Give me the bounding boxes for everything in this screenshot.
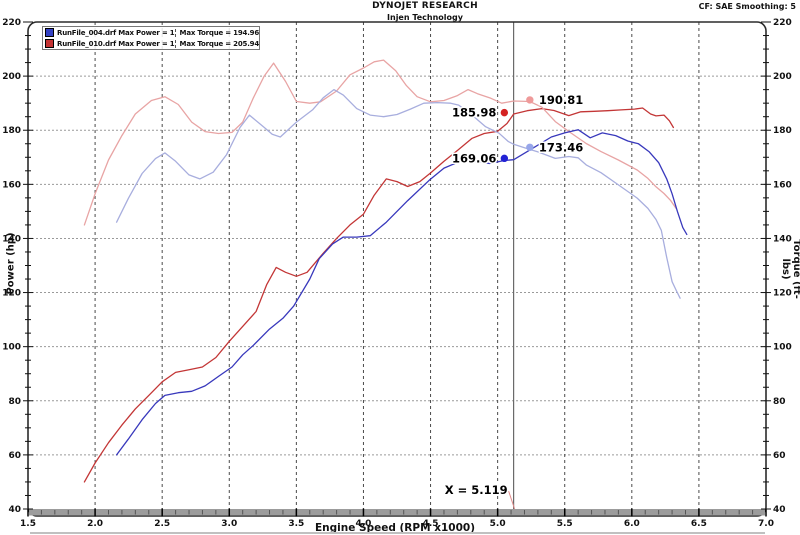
legend-max-torque: Max Torque = 194.96 <box>174 28 259 37</box>
correction-smoothing-label: CF: SAE Smoothing: 5 <box>698 2 796 11</box>
x-tick-label-5.0: 5.0 <box>490 519 506 529</box>
y-left-tick-label-220: 220 <box>2 18 21 28</box>
cursor-value-label-185.98: 185.98 <box>452 106 496 120</box>
legend-max-power: Max Power = 180.16 <box>118 28 175 37</box>
y-left-tick-label-80: 80 <box>8 397 21 407</box>
cursor-marker-dot-190.81 <box>526 96 534 104</box>
x-axis-title: Engine Speed (RPM x1000) <box>315 522 475 534</box>
y-right-tick-label-200: 200 <box>773 72 792 82</box>
y-right-tick-label-100: 100 <box>773 343 792 353</box>
y-right-tick-label-220: 220 <box>773 18 792 28</box>
cursor-marker-dot-185.98 <box>500 108 509 117</box>
x-tick-label-2.0: 2.0 <box>87 519 103 529</box>
legend-run-name: RunFile_004.drf <box>57 28 116 37</box>
y-right-tick-label-60: 60 <box>773 451 786 461</box>
y-axis-title-torque: Torque (ft-lbs) <box>780 239 800 299</box>
y-left-tick-label-120: 120 <box>2 289 21 299</box>
legend-swatch-blue-icon <box>45 28 54 37</box>
page-title: DYNOJET RESEARCH <box>372 1 478 11</box>
page-subtitle: Injen Technology <box>387 13 463 22</box>
series-path-runfile-010-drf-power-hp <box>83 107 675 483</box>
y-right-tick-label-80: 80 <box>773 397 786 407</box>
y-left-tick-label-100: 100 <box>2 343 21 353</box>
x-tick-label-3.0: 3.0 <box>221 519 237 529</box>
x-tick-label-4.0: 4.0 <box>355 519 371 529</box>
series-path-runfile-004-drf-torque-ft-lbs <box>115 88 681 299</box>
y-left-tick-label-60: 60 <box>8 451 21 461</box>
y-right-tick-label-40: 40 <box>773 505 786 515</box>
x-axis-band <box>29 509 765 516</box>
x-tick-label-7.0: 7.0 <box>758 519 774 529</box>
y-left-tick-label-40: 40 <box>8 505 21 515</box>
cursor-marker-dot-169.06 <box>500 154 509 163</box>
y-left-tick-label-140: 140 <box>2 234 21 244</box>
y-left-tick-label-160: 160 <box>2 180 21 190</box>
cursor-value-label-173.46: 173.46 <box>539 140 583 154</box>
cursor-value-label-190.81: 190.81 <box>539 93 583 107</box>
y-right-tick-label-140: 140 <box>773 234 792 244</box>
x-tick-label-3.5: 3.5 <box>288 519 304 529</box>
y-axis-title-power: Power (hp) <box>5 232 17 295</box>
cursor-x-label: X = 5.119 <box>445 483 508 497</box>
series-path-runfile-010-drf-torque-ft-lbs <box>83 59 677 226</box>
legend-row-runfile-010[interactable]: RunFile_010.drf Max Power = 187.88 Max T… <box>43 38 259 49</box>
x-tick-label-6.0: 6.0 <box>624 519 640 529</box>
legend-max-torque: Max Torque = 205.94 <box>174 39 259 48</box>
series-path-runfile-004-drf-power-hp <box>115 129 688 456</box>
cursor-value-label-169.06: 169.06 <box>452 151 496 165</box>
plot-border <box>27 21 767 517</box>
cursor-marker-dot-173.46 <box>526 143 534 151</box>
x-tick-label-5.5: 5.5 <box>557 519 573 529</box>
x-tick-label-4.5: 4.5 <box>423 519 439 529</box>
x-tick-label-2.5: 2.5 <box>154 519 170 529</box>
legend-swatch-red-icon <box>45 39 54 48</box>
legend-row-runfile-004[interactable]: RunFile_004.drf Max Power = 180.16 Max T… <box>43 27 259 38</box>
window-footer-strip <box>30 532 765 534</box>
y-right-tick-label-160: 160 <box>773 180 792 190</box>
legend-max-power: Max Power = 187.88 <box>118 39 175 48</box>
x-tick-label-1.5: 1.5 <box>20 519 36 529</box>
legend-box: RunFile_004.drf Max Power = 180.16 Max T… <box>42 26 260 50</box>
y-left-tick-label-200: 200 <box>2 72 21 82</box>
y-left-tick-label-180: 180 <box>2 126 21 136</box>
legend-run-name: RunFile_010.drf <box>57 39 116 48</box>
y-right-tick-label-120: 120 <box>773 289 792 299</box>
x-tick-label-6.5: 6.5 <box>691 519 707 529</box>
y-right-tick-label-180: 180 <box>773 126 792 136</box>
cursor-leader-line <box>508 490 516 510</box>
